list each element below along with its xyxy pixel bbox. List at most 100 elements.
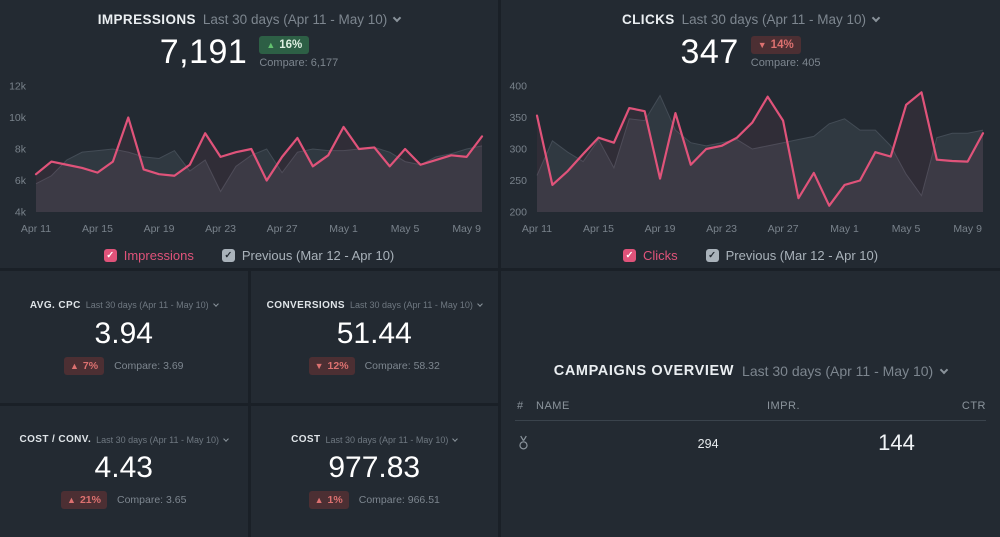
cost-per-conv-title: COST / CONV. bbox=[19, 434, 92, 445]
svg-text:May 1: May 1 bbox=[830, 223, 859, 235]
campaigns-table-header: # NAME IMPR. CTR bbox=[515, 397, 986, 421]
chevron-down-icon bbox=[393, 13, 402, 23]
legend-item-impressions[interactable]: ✓ Impressions bbox=[103, 247, 194, 263]
checkbox-checked-icon[interactable]: ✓ bbox=[705, 248, 719, 262]
svg-text:Apr 11: Apr 11 bbox=[522, 223, 552, 235]
svg-text:400: 400 bbox=[509, 81, 527, 93]
conversions-card: CONVERSIONS Last 30 days (Apr 11 - May 1… bbox=[250, 271, 498, 403]
legend-label: Previous (Mar 12 - Apr 10) bbox=[725, 247, 879, 263]
clicks-chart: 400 350 300 250 200 Apr 11 Apr 15 Apr 19 Apr 23 A… bbox=[509, 81, 985, 235]
svg-text:300: 300 bbox=[509, 144, 527, 156]
clicks-compare: Compare: 405 bbox=[750, 56, 821, 69]
conversions-delta-badge: ▼ 12% bbox=[308, 356, 355, 375]
impressions-compare: Compare: 6,177 bbox=[259, 56, 339, 69]
checkbox-checked-icon[interactable]: ✓ bbox=[221, 248, 235, 262]
date-range-label: Last 30 days (Apr 11 - May 10) bbox=[96, 434, 220, 445]
legend-item-previous[interactable]: ✓ Previous (Mar 12 - Apr 10) bbox=[221, 247, 395, 263]
cost-title: COST bbox=[291, 434, 321, 445]
clicks-panel: CLICKS Last 30 days (Apr 11 - May 10) 34… bbox=[501, 0, 1000, 268]
svg-text:4k: 4k bbox=[15, 207, 27, 219]
clicks-header: CLICKS Last 30 days (Apr 11 - May 10) bbox=[501, 0, 1000, 30]
svg-text:May 5: May 5 bbox=[892, 223, 921, 235]
svg-text:Apr 23: Apr 23 bbox=[205, 223, 236, 235]
column-header-number: # bbox=[517, 400, 524, 412]
legend-label: Previous (Mar 12 - Apr 10) bbox=[241, 247, 395, 263]
checkbox-checked-icon[interactable]: ✓ bbox=[622, 248, 636, 262]
cost-per-conv-card: COST / CONV. Last 30 days (Apr 11 - May … bbox=[0, 406, 248, 537]
chevron-down-icon bbox=[452, 435, 459, 442]
cost-compare: Compare: 966.51 bbox=[358, 494, 440, 506]
checkbox-checked-icon[interactable]: ✓ bbox=[103, 248, 117, 262]
date-range-label: Last 30 days (Apr 11 - May 10) bbox=[85, 300, 209, 310]
column-header-name: NAME bbox=[536, 400, 570, 412]
avg-cpc-value: 3.94 bbox=[94, 316, 153, 350]
chevron-down-icon bbox=[212, 301, 219, 307]
medal-icon bbox=[517, 435, 530, 456]
chevron-down-icon bbox=[939, 365, 949, 374]
impressions-legend: ✓ Impressions ✓ Previous (Mar 12 - Apr 1… bbox=[0, 242, 498, 268]
column-header-ctr: CTR bbox=[961, 400, 986, 412]
svg-text:Apr 19: Apr 19 bbox=[645, 223, 676, 235]
clicks-stat-row: 347 ▼ 14% Compare: 405 bbox=[501, 31, 1000, 79]
cost-card: COST Last 30 days (Apr 11 - May 10) 977.… bbox=[250, 406, 498, 537]
svg-text:May 9: May 9 bbox=[452, 223, 481, 235]
delta-value: 1% bbox=[327, 494, 343, 506]
clicks-legend: ✓ Clicks ✓ Previous (Mar 12 - Apr 10) bbox=[501, 242, 1000, 268]
campaigns-date-range-selector[interactable]: Last 30 days (Apr 11 - May 10) bbox=[742, 363, 949, 379]
impressions-panel: IMPRESSIONS Last 30 days (Apr 11 - May 1… bbox=[0, 0, 498, 268]
chevron-down-icon bbox=[477, 301, 483, 307]
conversions-compare: Compare: 58.32 bbox=[364, 359, 440, 372]
svg-text:Apr 27: Apr 27 bbox=[267, 223, 298, 235]
chevron-down-icon bbox=[871, 13, 881, 23]
conversions-date-range-selector[interactable]: Last 30 days (Apr 11 - May 10) bbox=[349, 300, 483, 310]
column-header-impressions: IMPR. bbox=[766, 400, 800, 412]
legend-item-previous[interactable]: ✓ Previous (Mar 12 - Apr 10) bbox=[705, 247, 879, 263]
svg-text:10k: 10k bbox=[9, 112, 27, 124]
svg-text:May 5: May 5 bbox=[391, 223, 420, 235]
avg-cpc-compare: Compare: 3.69 bbox=[114, 359, 184, 372]
clicks-delta-value: 14% bbox=[770, 38, 794, 51]
table-row[interactable]: 294 144 bbox=[515, 421, 986, 469]
impressions-delta-value: 16% bbox=[279, 38, 303, 51]
arrow-down-icon: ▼ bbox=[757, 39, 767, 50]
cost-per-conv-compare: Compare: 3.65 bbox=[116, 494, 187, 506]
impressions-value: 7,191 bbox=[159, 32, 248, 71]
impressions-title: IMPRESSIONS bbox=[97, 11, 196, 27]
cost-value: 977.83 bbox=[328, 451, 421, 484]
arrow-up-icon: ▲ bbox=[266, 39, 276, 50]
svg-text:6k: 6k bbox=[15, 175, 27, 187]
cost-per-conv-date-range-selector[interactable]: Last 30 days (Apr 11 - May 10) bbox=[96, 434, 229, 445]
legend-item-clicks[interactable]: ✓ Clicks bbox=[622, 248, 678, 263]
impressions-chart: 12k 10k 8k 6k 4k Apr 11 Apr 15 Apr 19 Apr 23 Apr … bbox=[9, 81, 484, 235]
campaigns-date-range-label: Last 30 days (Apr 11 - May 10) bbox=[742, 363, 934, 379]
svg-text:12k: 12k bbox=[9, 81, 27, 93]
cost-delta-badge: ▲ 1% bbox=[308, 491, 349, 509]
arrow-up-icon: ▲ bbox=[69, 360, 79, 371]
impressions-stat-row: 7,191 ▲ 16% Compare: 6,177 bbox=[0, 31, 498, 79]
campaigns-header: CAMPAIGNS OVERVIEW Last 30 days (Apr 11 … bbox=[501, 363, 1000, 379]
campaigns-table: # NAME IMPR. CTR 294 144 bbox=[515, 397, 986, 469]
svg-text:Apr 27: Apr 27 bbox=[768, 223, 799, 235]
impressions-header: IMPRESSIONS Last 30 days (Apr 11 - May 1… bbox=[0, 0, 498, 30]
legend-label: Impressions bbox=[123, 247, 194, 263]
cost-date-range-selector[interactable]: Last 30 days (Apr 11 - May 10) bbox=[326, 435, 459, 445]
clicks-date-range-selector[interactable]: Last 30 days (Apr 11 - May 10) bbox=[681, 11, 881, 27]
svg-text:200: 200 bbox=[509, 207, 527, 219]
svg-text:250: 250 bbox=[509, 175, 527, 187]
cost-per-conv-value: 4.43 bbox=[94, 451, 153, 484]
avg-cpc-date-range-selector[interactable]: Last 30 days (Apr 11 - May 10) bbox=[85, 300, 219, 310]
svg-text:Apr 19: Apr 19 bbox=[144, 223, 175, 235]
arrow-up-icon: ▲ bbox=[314, 495, 324, 505]
arrow-down-icon: ▼ bbox=[314, 360, 324, 371]
clicks-delta-badge: ▼ 14% bbox=[750, 35, 801, 54]
chevron-down-icon bbox=[223, 435, 229, 442]
date-range-label: Last 30 days (Apr 11 - May 10) bbox=[349, 300, 473, 310]
impressions-date-range-selector[interactable]: Last 30 days (Apr 11 - May 10) bbox=[203, 12, 402, 27]
clicks-title: CLICKS bbox=[622, 11, 675, 27]
conversions-value: 51.44 bbox=[336, 316, 412, 350]
delta-value: 7% bbox=[82, 359, 99, 372]
cost-per-conv-delta-badge: ▲ 21% bbox=[61, 491, 107, 509]
clicks-date-range-label: Last 30 days (Apr 11 - May 10) bbox=[681, 11, 866, 27]
svg-text:350: 350 bbox=[509, 112, 527, 124]
